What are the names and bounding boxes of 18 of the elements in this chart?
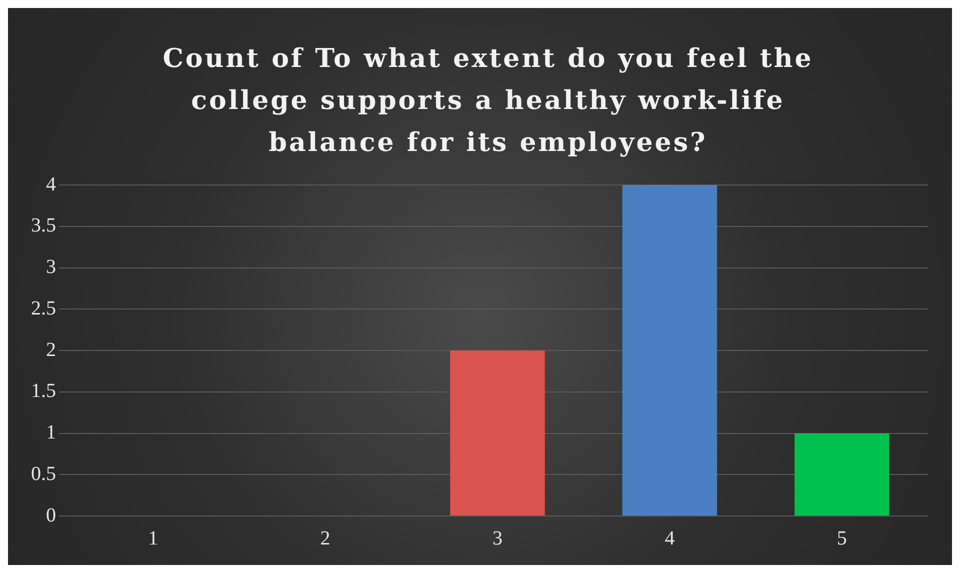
x-tick-label: 4 <box>664 527 675 550</box>
bar <box>622 185 718 516</box>
x-tick-label: 1 <box>148 527 158 550</box>
y-tick-label: 1.5 <box>31 380 56 402</box>
bar <box>450 350 545 516</box>
x-tick-label: 2 <box>320 527 330 550</box>
x-tick-label: 5 <box>836 527 847 550</box>
y-tick-label: 2.5 <box>31 297 56 320</box>
bar <box>794 433 890 516</box>
y-tick-label: 2 <box>46 338 56 361</box>
y-tick-label: 3.5 <box>31 214 56 237</box>
y-tick-label: 3 <box>46 256 56 278</box>
y-tick-label: 0.5 <box>31 462 56 485</box>
y-tick-label: 0 <box>46 504 56 526</box>
x-tick-label: 3 <box>492 527 502 550</box>
y-tick-label: 1 <box>46 422 56 444</box>
chart-title: Count of To what extent do you feel the college supports a healthy work-life balance for its employees? <box>162 43 814 160</box>
y-tick-label: 4 <box>46 173 56 196</box>
